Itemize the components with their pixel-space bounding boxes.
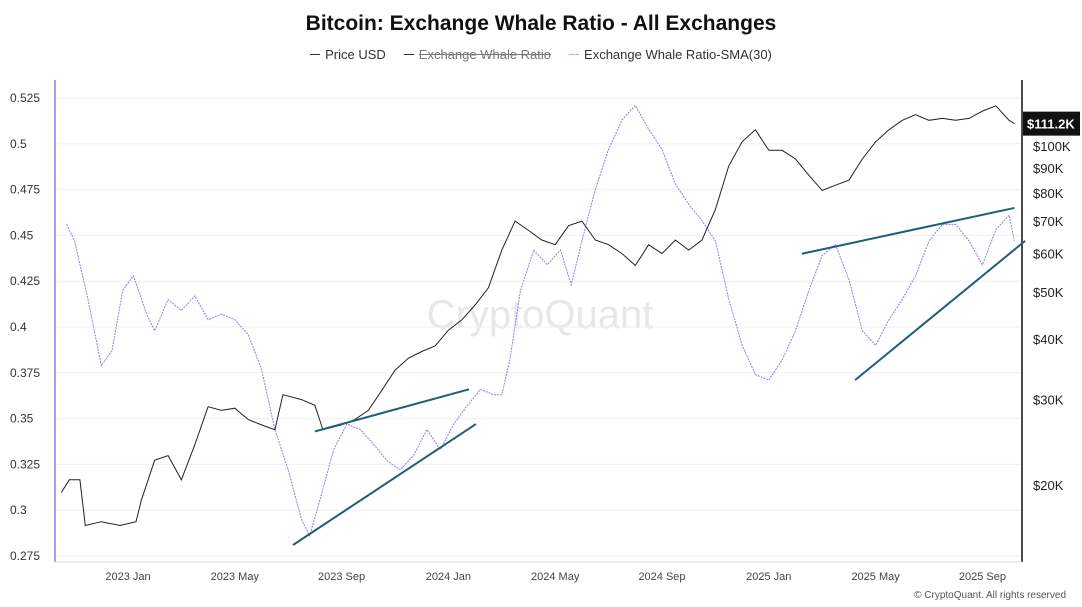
- x-tick-label: 2023 May: [211, 571, 260, 583]
- y-tick-label-left: 0.5: [10, 137, 27, 151]
- y-tick-label-left: 0.525: [10, 91, 40, 105]
- y-tick-label-right: $70K: [1033, 214, 1064, 229]
- trend-line: [292, 423, 477, 546]
- x-tick-label: 2024 Sep: [638, 571, 685, 583]
- y-tick-label-left: 0.45: [10, 228, 34, 242]
- current-price-label: $111.2K: [1027, 117, 1075, 132]
- trend-line: [801, 206, 1015, 255]
- y-tick-label-left: 0.375: [10, 366, 40, 380]
- sma-series-line: [66, 104, 1015, 538]
- legend-swatch: [310, 54, 321, 55]
- legend-swatch: [569, 54, 580, 55]
- legend-label: Exchange Whale Ratio-SMA(30): [584, 47, 772, 62]
- y-tick-label-right: $20K: [1033, 478, 1064, 493]
- y-tick-label-left: 0.3: [10, 503, 27, 517]
- watermark: CryptoQuant: [427, 293, 654, 337]
- trend-line: [314, 388, 470, 433]
- y-tick-label-left: 0.425: [10, 274, 40, 288]
- legend-item-whale-ratio[interactable]: Exchange Whale Ratio: [403, 47, 552, 62]
- legend-swatch: [403, 54, 414, 55]
- y-tick-label-right: $50K: [1033, 285, 1064, 300]
- legend-label: Exchange Whale Ratio: [418, 47, 552, 62]
- legend-label: Price USD: [325, 47, 386, 62]
- legend-item-price[interactable]: Price USD: [310, 47, 386, 62]
- y-tick-label-left: 0.325: [10, 457, 40, 471]
- y-tick-label-left: 0.275: [10, 549, 40, 563]
- y-tick-label-right: $60K: [1033, 247, 1064, 262]
- y-tick-label-left: 0.475: [10, 183, 40, 197]
- x-tick-label: 2025 Jan: [746, 571, 791, 583]
- x-tick-label: 2023 Jan: [105, 571, 150, 583]
- y-tick-label-left: 0.4: [10, 320, 27, 334]
- trend-line: [854, 240, 1026, 381]
- chart-title: Bitcoin: Exchange Whale Ratio - All Exch…: [305, 12, 777, 35]
- price-series-line: [60, 105, 1015, 527]
- x-tick-label: 2025 Sep: [959, 571, 1006, 583]
- copyright: © CryptoQuant. All rights reserved: [914, 590, 1066, 601]
- x-tick-label: 2024 May: [531, 571, 580, 583]
- legend-item-sma[interactable]: Exchange Whale Ratio-SMA(30): [569, 47, 772, 62]
- current-price-badge: [1023, 111, 1080, 136]
- y-tick-label-left: 0.35: [10, 412, 34, 426]
- y-tick-label-right: $30K: [1033, 393, 1064, 408]
- legend: Price USD Exchange Whale Ratio Exchange …: [0, 47, 1082, 62]
- x-tick-label: 2025 May: [851, 571, 900, 583]
- x-tick-label: 2023 Sep: [318, 571, 365, 583]
- x-tick-label: 2024 Jan: [426, 571, 471, 583]
- y-tick-label-right: $40K: [1033, 332, 1064, 347]
- y-tick-label-right: $100K: [1033, 139, 1071, 154]
- y-tick-label-right: $80K: [1033, 186, 1064, 201]
- y-tick-label-right: $90K: [1033, 161, 1064, 176]
